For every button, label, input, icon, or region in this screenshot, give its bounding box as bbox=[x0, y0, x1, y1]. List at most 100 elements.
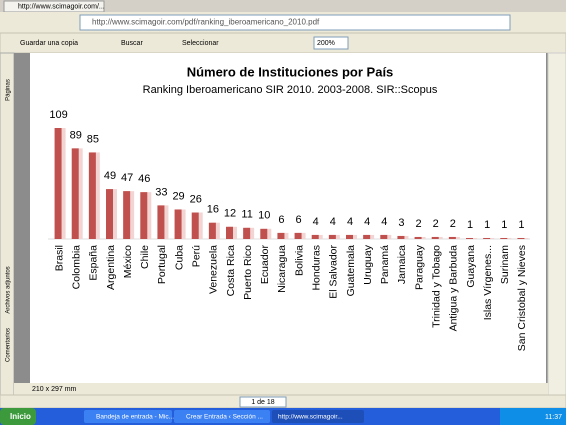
value-label: 26 bbox=[190, 193, 202, 205]
value-label: 2 bbox=[450, 218, 456, 230]
x-tick-label: Paraguay bbox=[413, 244, 425, 290]
x-tick-label: Chile bbox=[139, 245, 151, 269]
bar bbox=[397, 235, 405, 239]
start-label: Inicio bbox=[10, 412, 31, 421]
x-tick-label: Perú bbox=[190, 245, 202, 267]
value-label: 1 bbox=[501, 219, 507, 231]
x-tick-label: Colombia bbox=[70, 245, 82, 290]
value-label: 49 bbox=[104, 170, 116, 182]
bar bbox=[328, 234, 336, 239]
value-label: 33 bbox=[155, 186, 167, 198]
value-label: 4 bbox=[313, 216, 319, 228]
side-tab[interactable]: Comentarios bbox=[6, 328, 12, 362]
bar bbox=[71, 148, 79, 239]
bar bbox=[466, 237, 473, 239]
value-label: 89 bbox=[70, 129, 82, 141]
bar bbox=[500, 237, 508, 239]
value-label: 4 bbox=[364, 216, 370, 228]
bar bbox=[208, 222, 216, 239]
side-tab[interactable]: Páginas bbox=[6, 79, 12, 101]
value-label: 85 bbox=[87, 133, 99, 145]
x-tick-label: Bolivia bbox=[293, 245, 305, 276]
x-tick-label: España bbox=[88, 245, 100, 281]
chart-subtitle: Ranking Iberoamericano SIR 2010. 2003-20… bbox=[143, 84, 438, 96]
zoom: 200% bbox=[317, 40, 335, 47]
x-tick-label: Antigua y Barbuda bbox=[448, 245, 460, 332]
task-label: Bandeja de entrada - Mic... bbox=[96, 414, 174, 421]
tab-title: http://www.scimagoir.com/... bbox=[18, 3, 105, 10]
value-label: 1 bbox=[518, 219, 524, 231]
x-tick-label: Cuba bbox=[173, 245, 185, 270]
clock: 11:37 bbox=[545, 414, 562, 421]
task-label: http://www.scimagoir... bbox=[278, 414, 343, 421]
value-label: 11 bbox=[241, 209, 252, 221]
value-label: 3 bbox=[398, 217, 404, 229]
bar bbox=[226, 226, 233, 239]
x-tick-label: Costa Rica bbox=[225, 245, 237, 297]
bar bbox=[380, 234, 388, 239]
bar bbox=[260, 228, 268, 239]
value-label: 1 bbox=[484, 219, 490, 231]
address: http://www.scimagoir.com/pdf/ranking_ibe… bbox=[92, 18, 320, 27]
search-button[interactable]: Buscar bbox=[121, 40, 143, 47]
x-tick-label: Venezuela bbox=[208, 245, 220, 294]
bar bbox=[363, 234, 371, 239]
x-tick-label: Nicaragua bbox=[276, 245, 288, 293]
tray bbox=[500, 408, 566, 425]
value-label: 12 bbox=[224, 208, 236, 220]
value-label: 6 bbox=[278, 214, 284, 226]
pdf-toolbar bbox=[0, 32, 566, 54]
bar bbox=[191, 212, 199, 239]
value-label: 4 bbox=[330, 216, 336, 228]
bar bbox=[448, 236, 456, 239]
value-label: 4 bbox=[381, 216, 387, 228]
x-tick-label: Surinam bbox=[499, 245, 511, 284]
value-label: 46 bbox=[138, 173, 150, 185]
zoom-box[interactable] bbox=[313, 36, 349, 50]
page-size: 210 x 297 mm bbox=[32, 386, 77, 393]
bar bbox=[294, 232, 302, 239]
start-button[interactable] bbox=[0, 408, 36, 425]
address-bar[interactable] bbox=[79, 14, 511, 31]
x-tick-label: Jamaica bbox=[396, 245, 408, 284]
x-tick-label: Guayana bbox=[465, 245, 477, 288]
value-label: 47 bbox=[121, 172, 133, 184]
save-button[interactable]: Guardar una copia bbox=[20, 40, 78, 47]
page-box[interactable] bbox=[239, 396, 287, 408]
bar bbox=[88, 152, 96, 239]
task-item[interactable] bbox=[84, 410, 172, 423]
scrollbar[interactable] bbox=[547, 52, 566, 396]
x-tick-label: Honduras bbox=[310, 245, 322, 291]
x-tick-label: Ecuador bbox=[259, 244, 271, 284]
bar bbox=[517, 237, 525, 239]
x-tick-label: Islas Vírgenes... bbox=[482, 245, 494, 320]
bar bbox=[311, 234, 319, 239]
task-item[interactable] bbox=[174, 410, 270, 423]
x-tick-label: Uruguay bbox=[362, 244, 374, 284]
bar bbox=[140, 192, 148, 239]
bar bbox=[277, 232, 285, 239]
value-label: 2 bbox=[433, 218, 439, 230]
bar bbox=[431, 236, 439, 239]
x-tick-label: Argentina bbox=[105, 245, 117, 290]
task-label: Crear Entrada ‹ Sección ... bbox=[186, 414, 263, 421]
side-tab[interactable]: Archivos adjuntos bbox=[6, 266, 12, 313]
page-number: 1 de 18 bbox=[251, 399, 274, 406]
x-tick-label: Brasil bbox=[53, 245, 65, 271]
x-tick-label: Panamá bbox=[379, 245, 391, 284]
bar bbox=[123, 191, 131, 239]
bar bbox=[346, 234, 353, 239]
bar bbox=[483, 237, 491, 239]
status-bar bbox=[14, 383, 548, 395]
x-tick-label: El Salvador bbox=[328, 245, 340, 299]
value-label: 16 bbox=[207, 204, 219, 216]
select-button[interactable]: Seleccionar bbox=[182, 40, 219, 47]
value-label: 2 bbox=[416, 218, 422, 230]
task-item[interactable] bbox=[272, 410, 364, 423]
value-label: 6 bbox=[296, 214, 302, 226]
x-tick-label: Guatemala bbox=[345, 245, 357, 297]
x-tick-label: San Cristobal y Nieves bbox=[516, 245, 528, 351]
bar bbox=[414, 236, 422, 239]
value-label: 10 bbox=[258, 210, 270, 222]
